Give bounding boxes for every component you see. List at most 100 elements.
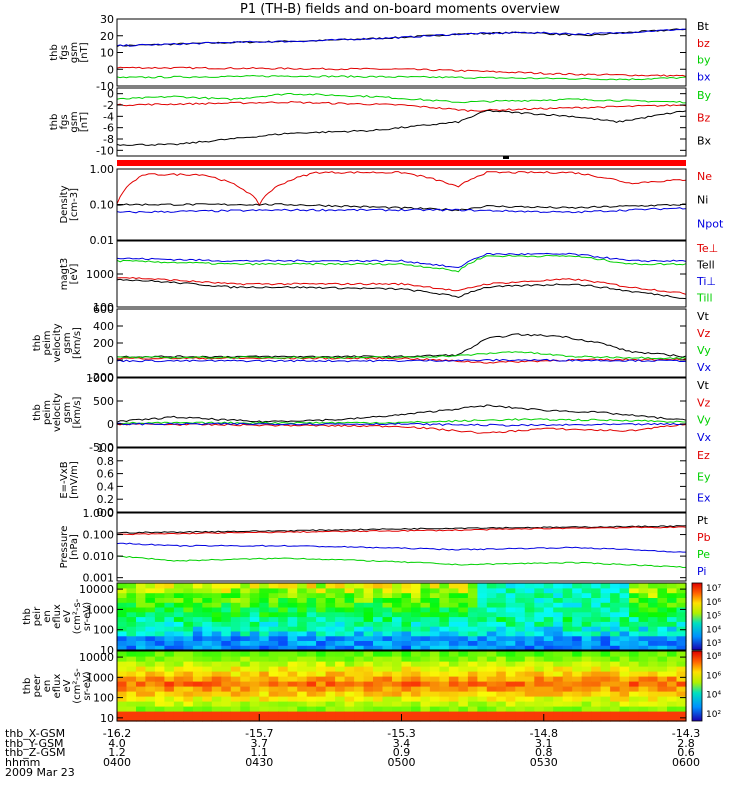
spectrogram-cell: [335, 706, 346, 712]
spectrogram-cell: [411, 666, 422, 672]
spectrogram-cell: [496, 701, 507, 707]
spectrogram-cell: [202, 711, 213, 717]
spectrogram-cell: [230, 681, 241, 687]
spectrogram-cell: [667, 686, 678, 692]
spectrogram-cell: [297, 587, 308, 594]
spectrogram-cell: [629, 606, 640, 613]
spectrogram-cell: [192, 661, 203, 667]
spectrogram-cell: [164, 676, 175, 682]
spectrogram-cell: [496, 583, 507, 589]
spectrogram-cell: [543, 626, 554, 632]
spectrogram-cell: [572, 651, 583, 657]
spectrogram-cell: [524, 621, 535, 627]
spectrogram-cell: [249, 645, 260, 651]
spectrogram-cell: [667, 592, 678, 598]
spectrogram-cell: [477, 671, 488, 677]
spectrogram-cell: [477, 587, 488, 594]
spectrogram-cell: [164, 592, 175, 598]
y-label-line: [nT]: [79, 112, 90, 132]
spectrogram-cell: [221, 635, 232, 641]
spectrogram-cell: [411, 592, 422, 598]
spectrogram-cell: [211, 597, 222, 603]
spectrogram-cell: [278, 671, 289, 677]
spectrogram-cell: [610, 583, 621, 589]
legend-label-Pt: Pt: [697, 514, 709, 527]
spectrogram-cell: [306, 640, 317, 646]
spectrogram-cell: [325, 666, 336, 672]
spectrogram-cell: [448, 701, 459, 707]
spectrogram-cell: [667, 645, 678, 651]
spectrogram-cell: [429, 616, 440, 622]
spectrogram-cell: [221, 701, 232, 707]
spectrogram-cell: [448, 661, 459, 667]
spectrogram-cell: [354, 676, 365, 682]
spectrogram-cell: [173, 583, 184, 589]
spectrogram-cell: [619, 706, 630, 712]
spectrogram-cell: [306, 656, 317, 662]
spectrogram-cell: [392, 696, 403, 702]
spectrogram-cell: [619, 640, 630, 646]
spectrogram-cell: [354, 645, 365, 651]
spectrogram-cell: [230, 597, 241, 603]
spectrogram-cell: [382, 676, 393, 682]
spectrogram-cell: [439, 666, 450, 672]
spectrogram-cell: [154, 651, 165, 657]
spectrogram-cell: [543, 640, 554, 646]
spectrogram-cell: [572, 676, 583, 682]
spectrogram-cell: [629, 587, 640, 594]
spectrogram-cell: [382, 583, 393, 589]
spectrogram-cell: [600, 597, 611, 603]
spectrogram-cell: [534, 676, 545, 682]
spectrogram-cell: [202, 592, 213, 598]
spectrogram-cell: [164, 716, 175, 722]
spectrogram-cell: [230, 587, 241, 594]
spectrogram-cell: [373, 676, 384, 682]
spectrogram-cell: [657, 616, 668, 622]
spectrogram-cell: [287, 621, 298, 627]
spectrogram-cell: [638, 691, 649, 697]
spectrogram-cell: [401, 583, 412, 589]
spectrogram-cell: [581, 602, 592, 608]
y-tick-label: 0.6: [97, 468, 115, 481]
spectrogram-cell: [486, 691, 497, 697]
spectrogram-cell: [676, 583, 687, 589]
spectrogram-cell: [136, 691, 147, 697]
spectrogram-cell: [145, 706, 156, 712]
spectrogram-cell: [572, 611, 583, 618]
spectrogram-cell: [458, 656, 469, 662]
spectrogram-cell: [382, 626, 393, 632]
spectrogram-cell: [154, 587, 165, 594]
spectrogram-cell: [486, 651, 497, 657]
spectrogram-cell: [581, 686, 592, 692]
spectrogram-cell: [154, 602, 165, 608]
series-line-Vt: [116, 333, 687, 358]
footer-value: 3.4: [393, 737, 411, 750]
spectrogram-cell: [676, 681, 687, 687]
spectrogram-cell: [648, 583, 659, 589]
spectrogram-cell: [259, 640, 270, 646]
spectrogram-cell: [572, 621, 583, 627]
spectrogram-cell: [211, 661, 222, 667]
spectrogram-cell: [676, 621, 687, 627]
spectrogram-cell: [297, 583, 308, 589]
spectrogram-cell: [240, 583, 251, 589]
spectrogram-cell: [439, 696, 450, 702]
spectrogram-cell: [230, 661, 241, 667]
spectrogram-cell: [553, 671, 564, 677]
legend-label-bz: bz: [697, 37, 710, 50]
spectrogram-cell: [467, 616, 478, 622]
spectrogram-cell: [316, 583, 327, 589]
spectrogram-cell: [667, 606, 678, 613]
spectrogram-cell: [619, 626, 630, 632]
spectrogram-cell: [192, 671, 203, 677]
spectrogram-cell: [183, 701, 194, 707]
spectrogram-cell: [297, 656, 308, 662]
spectrogram-cell: [477, 635, 488, 641]
spectrogram-cell: [638, 706, 649, 712]
spectrogram-cell: [629, 640, 640, 646]
spectrogram-cell: [638, 716, 649, 722]
spectrogram-cell: [610, 691, 621, 697]
spectrogram-cell: [249, 616, 260, 622]
series-line-Pt: [116, 525, 687, 534]
